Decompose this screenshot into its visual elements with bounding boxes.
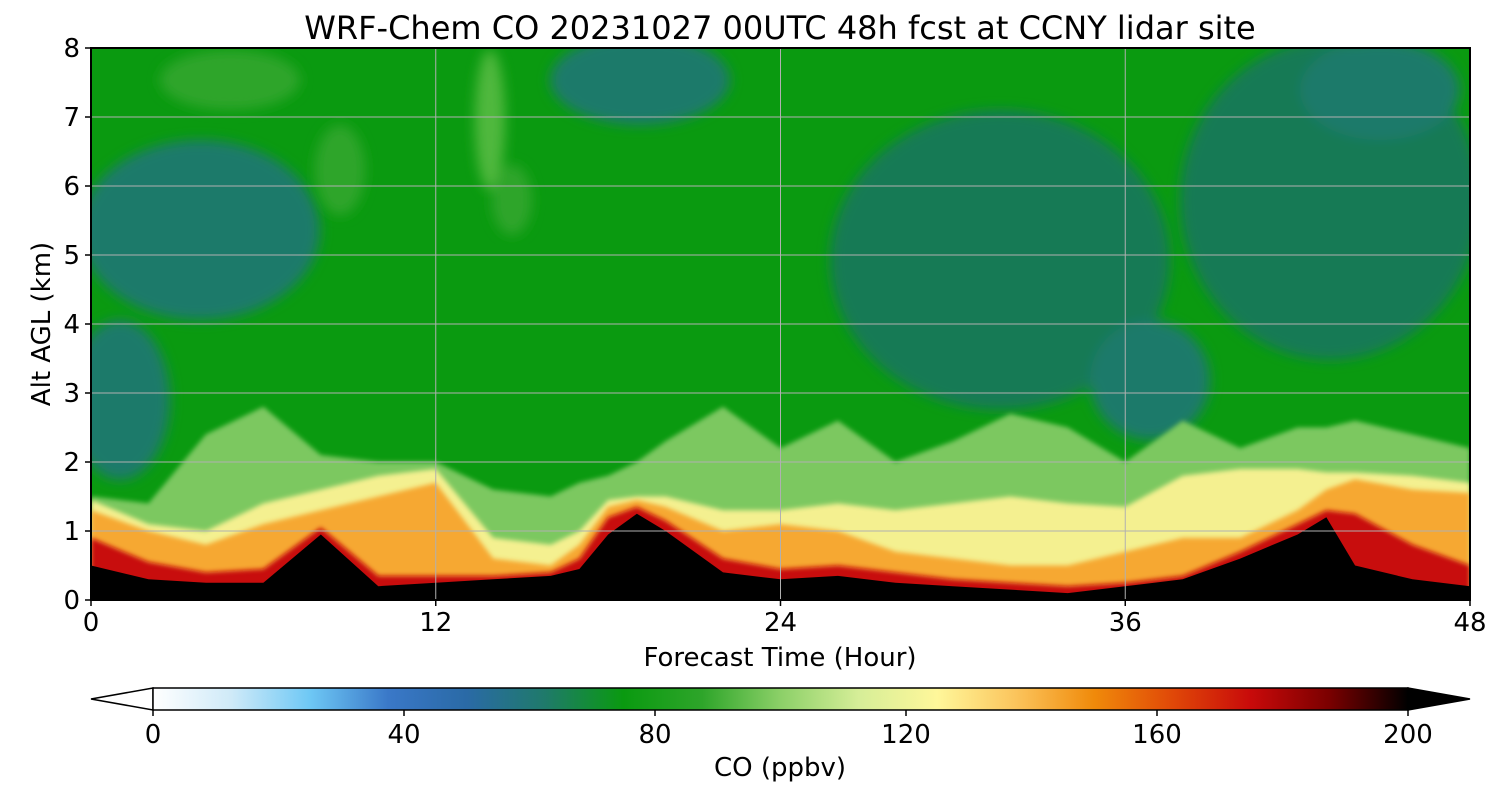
light-patch — [475, 50, 505, 190]
blue-patch — [1300, 48, 1460, 140]
x-tick-label: 12 — [419, 608, 452, 638]
x-axis-label: Forecast Time (Hour) — [643, 643, 916, 673]
x-axis: 0 12 24 36 48 — [83, 600, 1487, 638]
colorbar: 0 40 80 120 160 200 CO (ppbv) — [90, 687, 1471, 783]
blue-patch — [550, 48, 730, 125]
x-tick-label: 24 — [764, 608, 797, 638]
y-tick-label: 0 — [63, 586, 80, 616]
colorbar-bar — [152, 687, 1409, 711]
y-tick-label: 8 — [63, 34, 80, 64]
x-tick-label: 36 — [1109, 608, 1142, 638]
colorbar-tick-label: 40 — [387, 720, 420, 750]
light-patch — [315, 125, 365, 215]
colorbar-tick-label: 160 — [1132, 720, 1182, 750]
x-tick-label: 48 — [1453, 608, 1486, 638]
grid-lines — [91, 48, 1470, 600]
colorbar-tick-label: 120 — [881, 720, 931, 750]
light-patch — [160, 50, 300, 110]
heatmap-field — [91, 48, 1470, 600]
blue-patch — [1090, 320, 1210, 440]
y-axis: 0 1 2 3 4 5 6 7 8 — [63, 34, 91, 616]
chart-title: WRF-Chem CO 20231027 00UTC 48h fcst at C… — [304, 9, 1255, 47]
colorbar-ticks: 0 40 80 120 160 200 — [145, 710, 1433, 750]
y-axis-label: Alt AGL (km) — [27, 242, 57, 406]
colorbar-label: CO (ppbv) — [714, 753, 846, 783]
x-tick-label: 0 — [83, 608, 100, 638]
colorbar-tick-label: 200 — [1383, 720, 1433, 750]
y-tick-label: 6 — [63, 172, 80, 202]
y-tick-label: 3 — [63, 379, 80, 409]
light-patch — [492, 165, 532, 235]
colorbar-tick-label: 80 — [638, 720, 671, 750]
y-tick-label: 7 — [63, 103, 80, 133]
y-tick-label: 4 — [63, 310, 80, 340]
y-tick-label: 1 — [63, 517, 80, 547]
colorbar-under-arrow — [90, 687, 154, 711]
blue-patch — [91, 140, 320, 320]
blue-patch — [91, 320, 170, 480]
colorbar-over-arrow — [1407, 687, 1471, 711]
upper-light-patches — [160, 50, 532, 235]
y-tick-label: 2 — [63, 448, 80, 478]
colorbar-tick-label: 0 — [145, 720, 162, 750]
blue-patch — [830, 110, 1170, 410]
y-tick-label: 5 — [63, 241, 80, 271]
